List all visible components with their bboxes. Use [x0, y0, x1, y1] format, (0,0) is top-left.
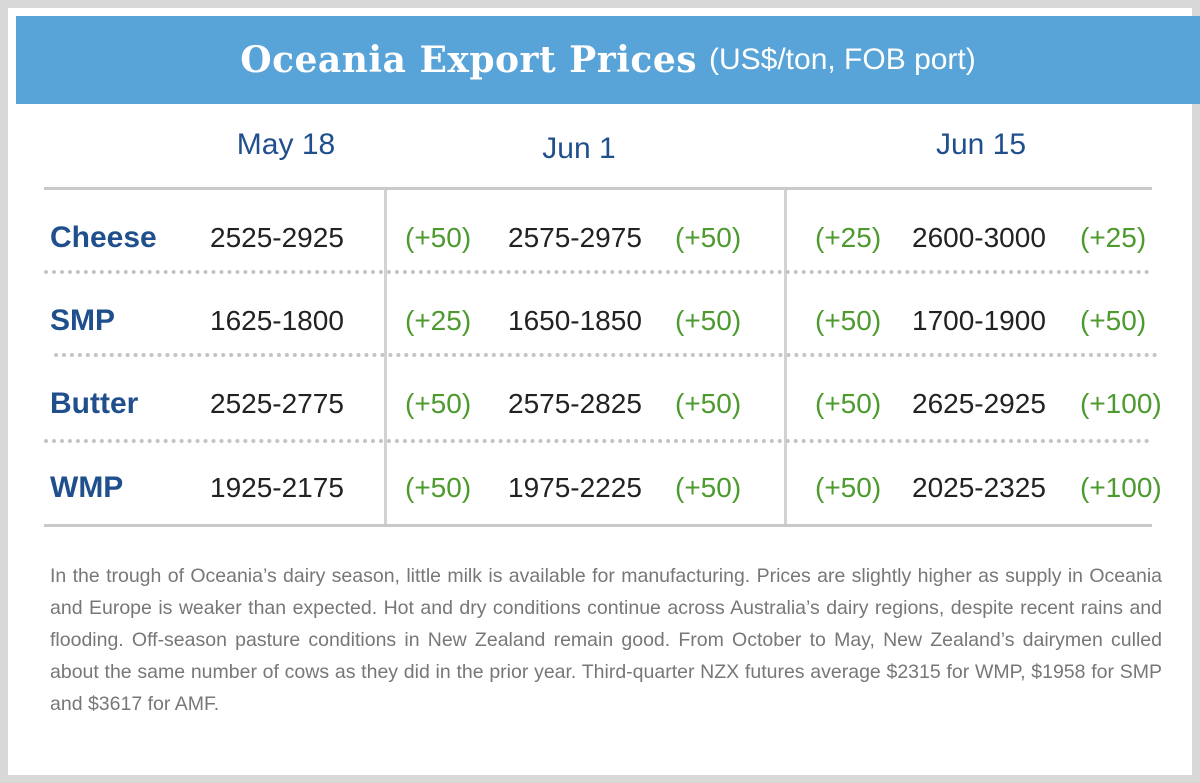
header-rule: [44, 187, 1152, 190]
change-after-jun15: (+25): [1080, 222, 1147, 253]
column-header-jun1: Jun 1: [542, 132, 616, 165]
price-range-jun15: 2625-2925: [912, 388, 1046, 419]
price-range-may18: 1625-1800: [210, 305, 344, 336]
change-into-jun15: (+50): [815, 305, 882, 336]
market-commentary: In the trough of Oceania’s dairy season,…: [50, 565, 1162, 715]
price-range-jun1: 1975-2225: [508, 472, 642, 503]
column-divider-1: [384, 190, 387, 524]
column-header-jun15: Jun 15: [935, 128, 1027, 161]
price-range-may18: 2525-2925: [210, 222, 344, 253]
row-separator: [54, 353, 1158, 357]
change-into-jun1: (+25): [405, 305, 472, 336]
price-range-may18: 2525-2775: [210, 388, 344, 419]
price-range-jun1: 2575-2975: [508, 222, 642, 253]
product-label: WMP: [50, 471, 124, 504]
column-divider-2: [784, 190, 787, 524]
change-into-jun1: (+50): [405, 472, 472, 503]
price-range-may18: 1925-2175: [210, 472, 344, 503]
change-into-jun1: (+50): [405, 388, 472, 419]
price-range-jun15: 2600-3000: [912, 222, 1046, 253]
chart-subtitle: (US$/ton, FOB port): [709, 43, 976, 76]
change-after-jun1: (+50): [675, 472, 742, 503]
change-into-jun15: (+50): [815, 472, 882, 503]
change-after-jun15: (+50): [1080, 305, 1147, 336]
product-label: Cheese: [50, 221, 157, 254]
change-after-jun15: (+100): [1080, 472, 1162, 503]
price-range-jun1: 1650-1850: [508, 305, 642, 336]
change-into-jun15: (+50): [815, 388, 882, 419]
change-into-jun15: (+25): [815, 222, 882, 253]
change-after-jun1: (+50): [675, 305, 742, 336]
change-into-jun1: (+50): [405, 222, 472, 253]
product-label: Butter: [50, 387, 139, 420]
chart-title: Oceania Export Prices: [240, 39, 697, 81]
row-separator: [44, 270, 1150, 274]
change-after-jun1: (+50): [675, 388, 742, 419]
title-banner: Oceania Export Prices (US$/ton, FOB port…: [16, 16, 1200, 104]
product-label: SMP: [50, 304, 116, 337]
column-header-may18: May 18: [236, 128, 336, 161]
row-separator: [44, 439, 1150, 443]
price-range-jun15: 2025-2325: [912, 472, 1046, 503]
price-range-jun1: 2575-2825: [508, 388, 642, 419]
change-after-jun1: (+50): [675, 222, 742, 253]
price-range-jun15: 1700-1900: [912, 305, 1046, 336]
bottom-rule: [44, 524, 1152, 527]
change-after-jun15: (+100): [1080, 388, 1162, 419]
